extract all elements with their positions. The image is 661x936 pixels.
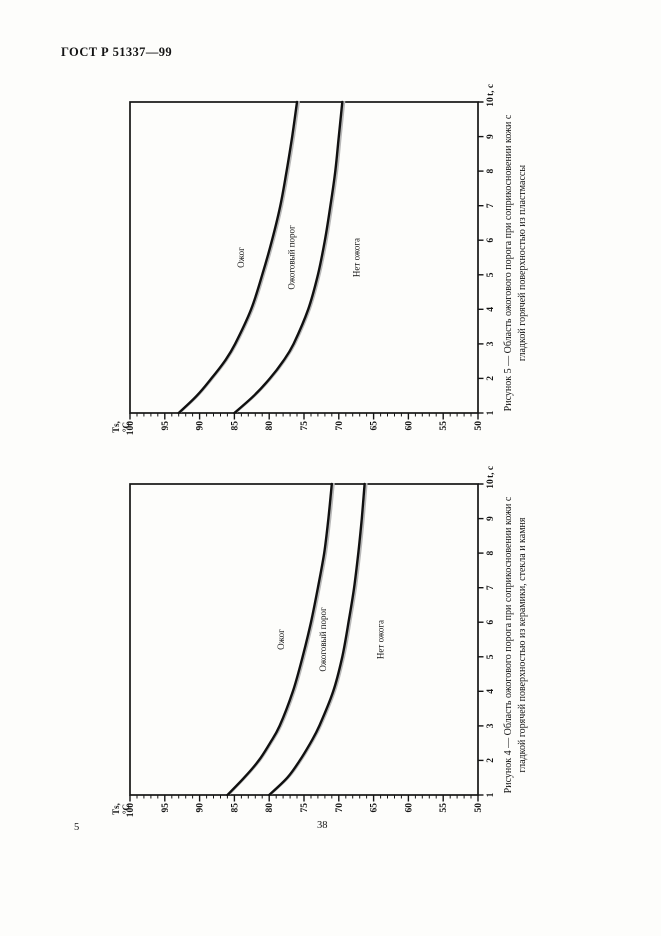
burn-threshold-lower-curve bbox=[233, 100, 344, 415]
y-axis-title-line2: °С bbox=[121, 422, 131, 432]
region-label-no-burn: Нет ожога bbox=[376, 620, 386, 659]
y-tick-label: 100 bbox=[126, 421, 136, 436]
figure-5: 100 95 90 85 80 75 70 65 60 55 50 1 2 3 4 5 6 7 8 9 10 Тs, °С t… bbox=[108, 80, 540, 445]
page-number-center: 38 bbox=[317, 820, 328, 831]
burn-threshold-lower-curve-echo bbox=[270, 483, 368, 795]
x-tick-label: 6 bbox=[486, 238, 496, 243]
y-tick-label: 70 bbox=[335, 803, 345, 813]
figure-4-chart: 100 95 90 85 80 75 70 65 60 55 50 1 2 3 4 5 6 7 8 9 10 Тs, °С t… bbox=[111, 466, 528, 818]
figure-5-chart: 100 95 90 85 80 75 70 65 60 55 50 1 2 3 4 5 6 7 8 9 10 Тs, °С t… bbox=[111, 84, 528, 436]
x-tick-label: 1 bbox=[486, 410, 496, 415]
x-tick-label: 9 bbox=[486, 516, 496, 521]
y-tick-label: 95 bbox=[161, 803, 171, 813]
standard-designation: ГОСТ Р 51337—99 bbox=[61, 45, 173, 59]
y-axis-title-line1: Тs, bbox=[111, 803, 121, 815]
y-tick-label: 80 bbox=[265, 803, 275, 813]
y-tick-label: 85 bbox=[230, 803, 240, 813]
plot-frame bbox=[129, 483, 479, 796]
y-tick-label: 55 bbox=[439, 421, 449, 431]
figure-caption-line2: гладкой горячей поверхностью из керамики… bbox=[517, 517, 528, 772]
x-tick-label: 3 bbox=[486, 341, 496, 346]
y-tick-label: 75 bbox=[300, 421, 310, 431]
y-tick-label: 65 bbox=[370, 421, 380, 431]
y-tick-label: 50 bbox=[474, 421, 484, 431]
y-tick-label: 85 bbox=[230, 421, 240, 431]
region-label-burn: Ожог bbox=[276, 629, 286, 650]
y-tick-label: 50 bbox=[474, 803, 484, 813]
x-tick-label: 6 bbox=[486, 620, 496, 625]
y-tick-label: 100 bbox=[126, 803, 136, 818]
figure-4: 100 95 90 85 80 75 70 65 60 55 50 1 2 3 4 5 6 7 8 9 10 Тs, °С t… bbox=[108, 462, 540, 827]
x-tick-label: 2 bbox=[486, 758, 496, 763]
x-tick-label: 8 bbox=[486, 550, 496, 555]
y-axis-title-line1: Тs, bbox=[111, 421, 121, 433]
y-tick-label: 75 bbox=[300, 803, 310, 813]
figure-caption-line1: Рисунок 4 — Область ожогового порога при… bbox=[503, 496, 514, 793]
y-tick-label: 60 bbox=[404, 421, 414, 431]
x-tick-label: 2 bbox=[486, 376, 496, 381]
region-label-threshold: Ожоговый порог bbox=[286, 225, 296, 290]
x-tick-label: 9 bbox=[486, 134, 496, 139]
x-tick-label: 1 bbox=[486, 792, 496, 797]
burn-threshold-lower-curve bbox=[268, 482, 366, 797]
y-tick-label: 95 bbox=[161, 421, 171, 431]
x-tick-label: 4 bbox=[486, 307, 496, 312]
region-label-no-burn: Нет ожога bbox=[352, 238, 362, 277]
x-tick-label: 4 bbox=[486, 689, 496, 694]
x-axis-title: t, с bbox=[486, 466, 496, 478]
page-number-left: 5 bbox=[74, 822, 80, 833]
x-tick-label: 3 bbox=[486, 723, 496, 728]
region-label-threshold: Ожоговый порог bbox=[318, 607, 328, 672]
y-tick-label: 90 bbox=[196, 421, 206, 431]
x-tick-label: 5 bbox=[486, 654, 496, 659]
y-axis-title-line2: °С bbox=[121, 804, 131, 814]
x-tick-label: 5 bbox=[486, 272, 496, 277]
y-tick-label: 80 bbox=[265, 421, 275, 431]
y-tick-label: 60 bbox=[404, 803, 414, 813]
burn-threshold-upper-curve bbox=[226, 482, 333, 797]
y-tick-label: 70 bbox=[335, 421, 345, 431]
x-tick-label: 10 bbox=[486, 97, 496, 107]
x-axis-title: t, с bbox=[486, 84, 496, 96]
y-tick-label: 65 bbox=[370, 803, 380, 813]
x-tick-label: 10 bbox=[486, 479, 496, 489]
y-tick-label: 55 bbox=[439, 803, 449, 813]
region-label-burn: Ожог bbox=[236, 247, 246, 268]
figure-caption-line1: Рисунок 5 — Область ожогового порога при… bbox=[503, 114, 514, 411]
x-tick-label: 8 bbox=[486, 168, 496, 173]
burn-threshold-upper-curve bbox=[177, 100, 299, 415]
x-tick-label: 7 bbox=[486, 585, 496, 590]
y-tick-label: 90 bbox=[196, 803, 206, 813]
x-tick-label: 7 bbox=[486, 203, 496, 208]
figure-caption-line2: гладкой горячей поверхностью из пластмас… bbox=[517, 165, 528, 361]
plot-frame bbox=[129, 101, 479, 414]
